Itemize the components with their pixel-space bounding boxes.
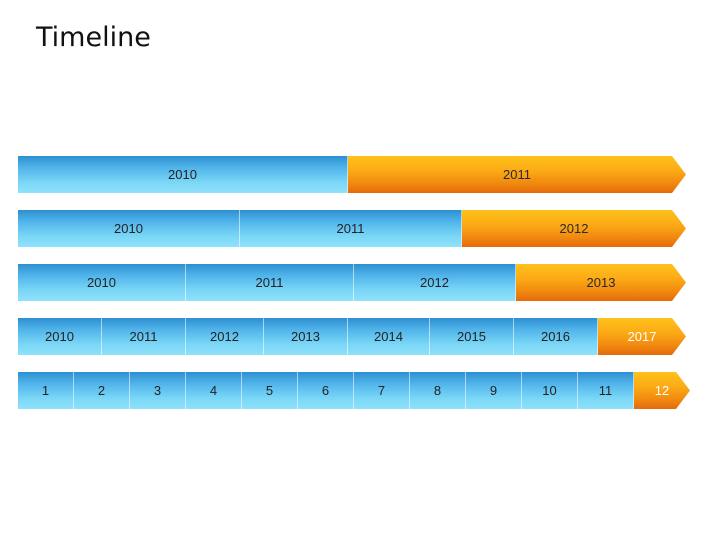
page-title: Timeline — [36, 22, 151, 53]
timeline-row-2: 2010 2011 2012 — [18, 210, 686, 247]
segment-label: 2010 — [45, 329, 74, 344]
timeline-segment-3-1: 2010 — [18, 264, 186, 301]
timeline-segment-5-9: 9 — [466, 372, 522, 409]
segment-label: 2010 — [168, 167, 197, 182]
timeline-segment-2-3: 2012 — [462, 210, 686, 247]
timeline-segment-5-5: 5 — [242, 372, 298, 409]
segment-label: 3 — [153, 383, 162, 398]
timeline-segment-5-12: 12 — [634, 372, 690, 409]
timeline-row-5: 1 2 3 4 5 6 7 8 9 10 11 12 — [18, 372, 686, 409]
segment-label: 2015 — [457, 329, 486, 344]
segment-label: 6 — [321, 383, 330, 398]
segment-label: 2013 — [291, 329, 320, 344]
segment-label: 2011 — [129, 329, 158, 344]
segment-label: 2011 — [255, 275, 284, 290]
segment-label: 2016 — [541, 329, 570, 344]
timeline-row-1: 2010 2011 — [18, 156, 686, 193]
timeline-segment-4-8: 2017 — [598, 318, 686, 355]
segment-label: 2014 — [374, 329, 403, 344]
segment-label: 7 — [377, 383, 386, 398]
segment-label: 11 — [598, 383, 613, 398]
timeline-segment-5-10: 10 — [522, 372, 578, 409]
segment-label: 2 — [97, 383, 106, 398]
timeline-segment-3-2: 2011 — [186, 264, 354, 301]
segment-label: 5 — [265, 383, 274, 398]
timeline-segment-2-2: 2011 — [240, 210, 462, 247]
timeline-segment-5-7: 7 — [354, 372, 410, 409]
segment-label: 2011 — [336, 221, 365, 236]
timeline-segment-2-1: 2010 — [18, 210, 240, 247]
timeline-segment-5-11: 11 — [578, 372, 634, 409]
segment-label: 2012 — [210, 329, 239, 344]
segment-label: 1 — [41, 383, 50, 398]
segment-label: 2013 — [586, 275, 616, 290]
segment-label: 9 — [489, 383, 498, 398]
segment-label: 12 — [654, 383, 670, 398]
timeline-row-3: 2010 2011 2012 2013 — [18, 264, 686, 301]
timeline-segment-1-2: 2011 — [348, 156, 686, 193]
timeline-segment-5-1: 1 — [18, 372, 74, 409]
timeline-segment-4-4: 2013 — [264, 318, 348, 355]
segment-label: 10 — [542, 383, 557, 398]
timeline-segment-1-1: 2010 — [18, 156, 348, 193]
timeline-segment-5-2: 2 — [74, 372, 130, 409]
timeline-segment-3-4: 2013 — [516, 264, 686, 301]
timeline-segment-4-3: 2012 — [186, 318, 264, 355]
segment-label: 2010 — [87, 275, 116, 290]
timeline-segment-5-3: 3 — [130, 372, 186, 409]
timeline-segment-4-7: 2016 — [514, 318, 598, 355]
segment-label: 8 — [433, 383, 442, 398]
timeline-segment-4-5: 2014 — [348, 318, 430, 355]
timeline-segment-4-1: 2010 — [18, 318, 102, 355]
timeline-segment-5-6: 6 — [298, 372, 354, 409]
segment-label: 4 — [209, 383, 218, 398]
segment-label: 2012 — [420, 275, 449, 290]
timeline-segment-4-2: 2011 — [102, 318, 186, 355]
timeline-segment-5-8: 8 — [410, 372, 466, 409]
timeline-row-4: 2010 2011 2012 2013 2014 2015 2016 2017 — [18, 318, 686, 355]
segment-label: 2011 — [503, 167, 531, 182]
segment-label: 2012 — [559, 221, 589, 236]
timeline-segment-3-3: 2012 — [354, 264, 516, 301]
segment-label: 2017 — [627, 329, 657, 344]
timeline-segment-4-6: 2015 — [430, 318, 514, 355]
timeline-segment-5-4: 4 — [186, 372, 242, 409]
segment-label: 2010 — [114, 221, 143, 236]
